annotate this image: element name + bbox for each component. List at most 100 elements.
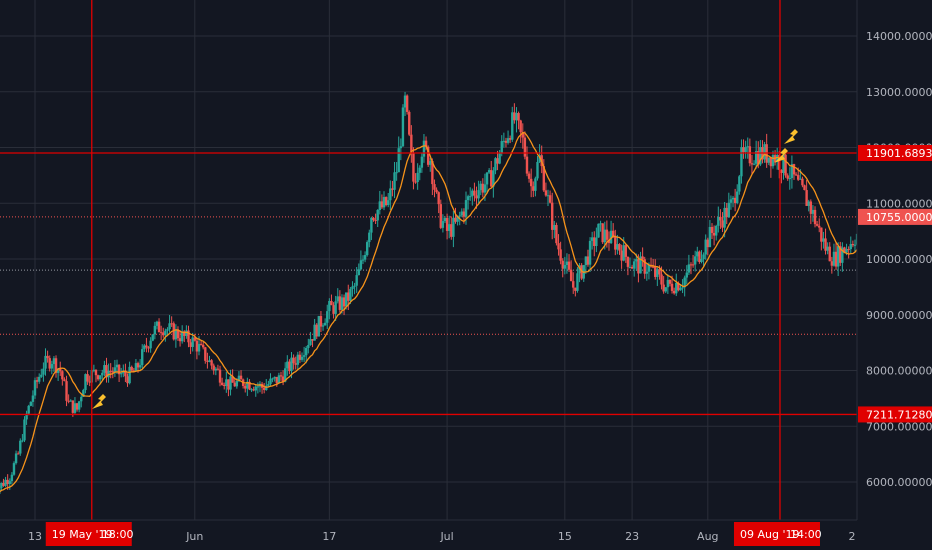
- candle-body: [378, 201, 382, 210]
- candle-body: [61, 371, 64, 380]
- candle-body: [679, 287, 682, 291]
- candle-body: [73, 403, 77, 413]
- candle-body: [500, 141, 503, 154]
- candle-body: [555, 225, 558, 244]
- candle-body: [616, 244, 619, 250]
- candle-body: [572, 281, 575, 288]
- candle-body: [466, 196, 470, 201]
- candle-body: [771, 155, 775, 167]
- date-tag-time: 18:00: [102, 528, 134, 541]
- candle-body: [246, 381, 249, 389]
- candle-body: [143, 345, 146, 350]
- candle-body: [464, 200, 468, 217]
- candle-body: [664, 287, 667, 292]
- candle-body: [92, 369, 96, 371]
- candle-body: [237, 375, 241, 382]
- candle-body: [391, 188, 394, 190]
- candle-body: [412, 153, 415, 182]
- candle-body: [666, 279, 670, 288]
- candle-body: [508, 138, 512, 140]
- candle-body: [708, 226, 712, 248]
- candle-body: [56, 368, 60, 373]
- candle-body: [294, 363, 297, 365]
- candle-body: [607, 239, 611, 244]
- candle-body: [523, 137, 527, 157]
- date-tag-time: 14:00: [790, 528, 822, 541]
- candle-body: [382, 197, 386, 208]
- candle-body: [654, 266, 657, 277]
- candle-body: [25, 413, 28, 420]
- candle-body: [811, 209, 815, 214]
- candle-body: [141, 349, 144, 366]
- candle-body: [416, 172, 419, 182]
- candle-body: [532, 186, 535, 191]
- candle-body: [561, 260, 564, 269]
- price-tag-label: 7211.712800: [866, 408, 932, 421]
- candle-body: [813, 209, 817, 225]
- candle-body: [603, 229, 606, 243]
- candle-body: [460, 211, 464, 216]
- candle-body: [645, 271, 649, 274]
- candle-body: [250, 389, 253, 391]
- candle-body: [214, 368, 218, 371]
- candle-body: [826, 246, 829, 251]
- candle-body: [315, 324, 318, 337]
- candle-body: [239, 375, 243, 380]
- candle-body: [546, 195, 550, 197]
- candle-body: [462, 211, 466, 217]
- candle-body: [693, 256, 697, 265]
- candle-body: [809, 201, 813, 214]
- candle-body: [347, 292, 350, 301]
- candle-body: [647, 264, 651, 272]
- candle-body: [658, 269, 661, 275]
- candle-body: [23, 419, 26, 441]
- date-tag: [733, 522, 820, 546]
- candle-body: [685, 272, 688, 278]
- candle-body: [159, 332, 163, 334]
- candle-body: [567, 261, 571, 270]
- candle-body: [395, 172, 398, 174]
- candle-body: [126, 376, 129, 384]
- price-tag: [858, 208, 932, 225]
- time-axis[interactable]: 13 Jun 17 Jul 15 23 Aug 2: [28, 530, 856, 543]
- candle-body: [405, 95, 409, 112]
- candle-body: [235, 381, 239, 387]
- candle-body: [853, 244, 857, 246]
- x-tick-label: 13: [28, 530, 42, 543]
- candle-body: [807, 201, 810, 206]
- candle-body: [725, 207, 728, 218]
- candle-body: [19, 440, 22, 454]
- candle-body: [471, 190, 474, 197]
- candle-body: [805, 190, 808, 206]
- y-tick-label: 13000.000000: [866, 86, 932, 99]
- candle-body: [559, 249, 562, 261]
- candle-body: [231, 376, 234, 383]
- candle-body: [340, 297, 344, 310]
- candle-body: [767, 157, 770, 163]
- candle-body: [506, 138, 510, 143]
- candle-body: [845, 249, 848, 253]
- candle-body: [305, 347, 308, 356]
- candle-body: [828, 246, 831, 262]
- candle-body: [477, 190, 480, 199]
- candle-body: [52, 358, 56, 365]
- candle-body: [365, 242, 369, 256]
- candle-body: [748, 146, 752, 164]
- arrow-icon: [774, 148, 788, 163]
- candle-body: [353, 285, 356, 287]
- candle-body: [178, 338, 182, 342]
- candle-body: [733, 197, 737, 203]
- candle-body: [252, 389, 255, 391]
- candle-body: [439, 204, 442, 228]
- candle-body: [334, 301, 337, 314]
- candle-body: [815, 224, 819, 226]
- candle-body: [576, 273, 579, 291]
- candle-body: [393, 172, 396, 190]
- candle-body: [290, 357, 293, 372]
- candle-body: [8, 481, 11, 484]
- price-axis[interactable]: 6000.000000 7000.000000 8000.000000 9000.00…: [866, 30, 932, 489]
- candle-body: [254, 386, 257, 391]
- price-tag-label: 10755.000000: [866, 211, 932, 224]
- candle-body: [199, 343, 203, 345]
